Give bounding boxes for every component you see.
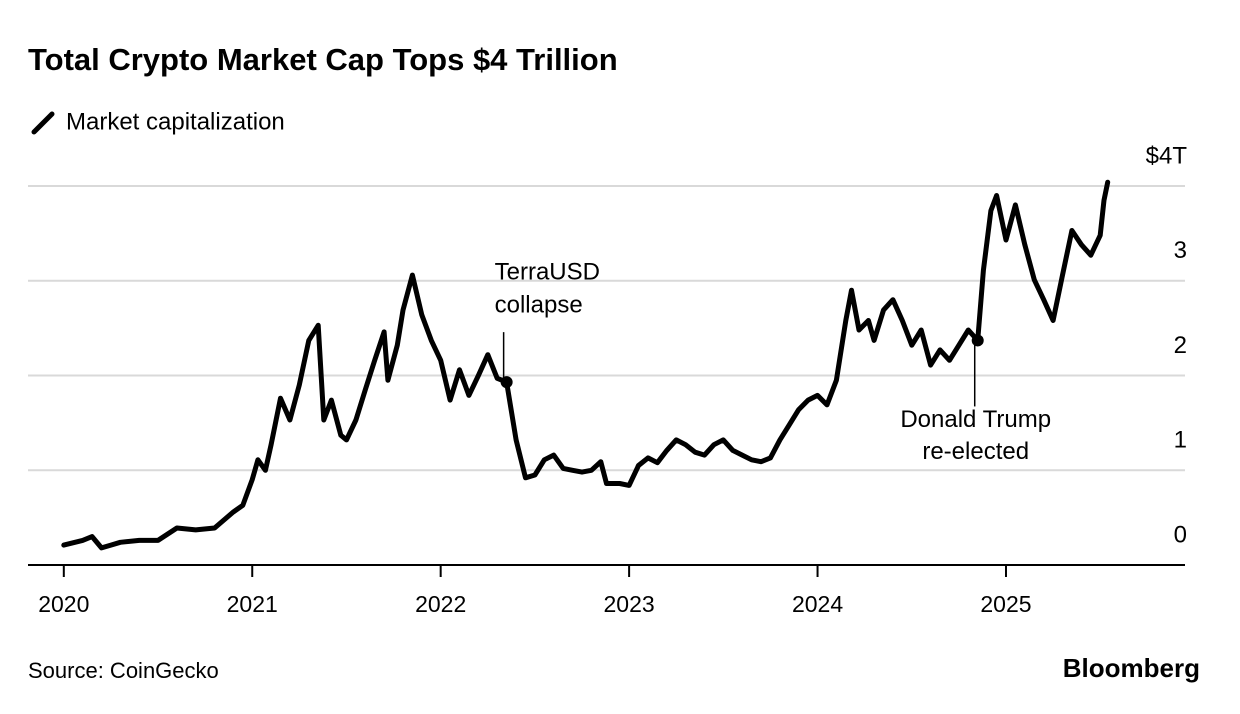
source: Source: CoinGecko (28, 658, 219, 683)
y-tick-label: $4T (1146, 142, 1188, 169)
chart-title: Total Crypto Market Cap Tops $4 Trillion (28, 42, 618, 77)
x-tick-label: 2020 (38, 591, 89, 617)
y-tick-label: 1 (1174, 427, 1187, 454)
annotation-text: collapse (495, 291, 583, 318)
legend-label: Market capitalization (66, 108, 285, 135)
x-tick-label: 2024 (792, 591, 843, 617)
annotation-text: TerraUSD (495, 258, 600, 285)
annotation-dot (500, 376, 513, 389)
y-tick-label: 3 (1174, 237, 1187, 264)
annotation-text: Donald Trump (900, 406, 1051, 433)
y-tick-label: 2 (1174, 332, 1187, 359)
x-tick-label: 2025 (980, 591, 1031, 617)
x-tick-label: 2022 (415, 591, 466, 617)
annotation-text: re-elected (922, 438, 1029, 465)
series-line (61, 179, 1111, 551)
annotation-dot (971, 334, 984, 347)
y-tick-label: 0 (1174, 521, 1187, 548)
legend-swatch (31, 111, 55, 135)
brand: Bloomberg (1063, 653, 1200, 683)
x-tick-label: 2023 (604, 591, 655, 617)
x-tick-label: 2021 (227, 591, 278, 617)
